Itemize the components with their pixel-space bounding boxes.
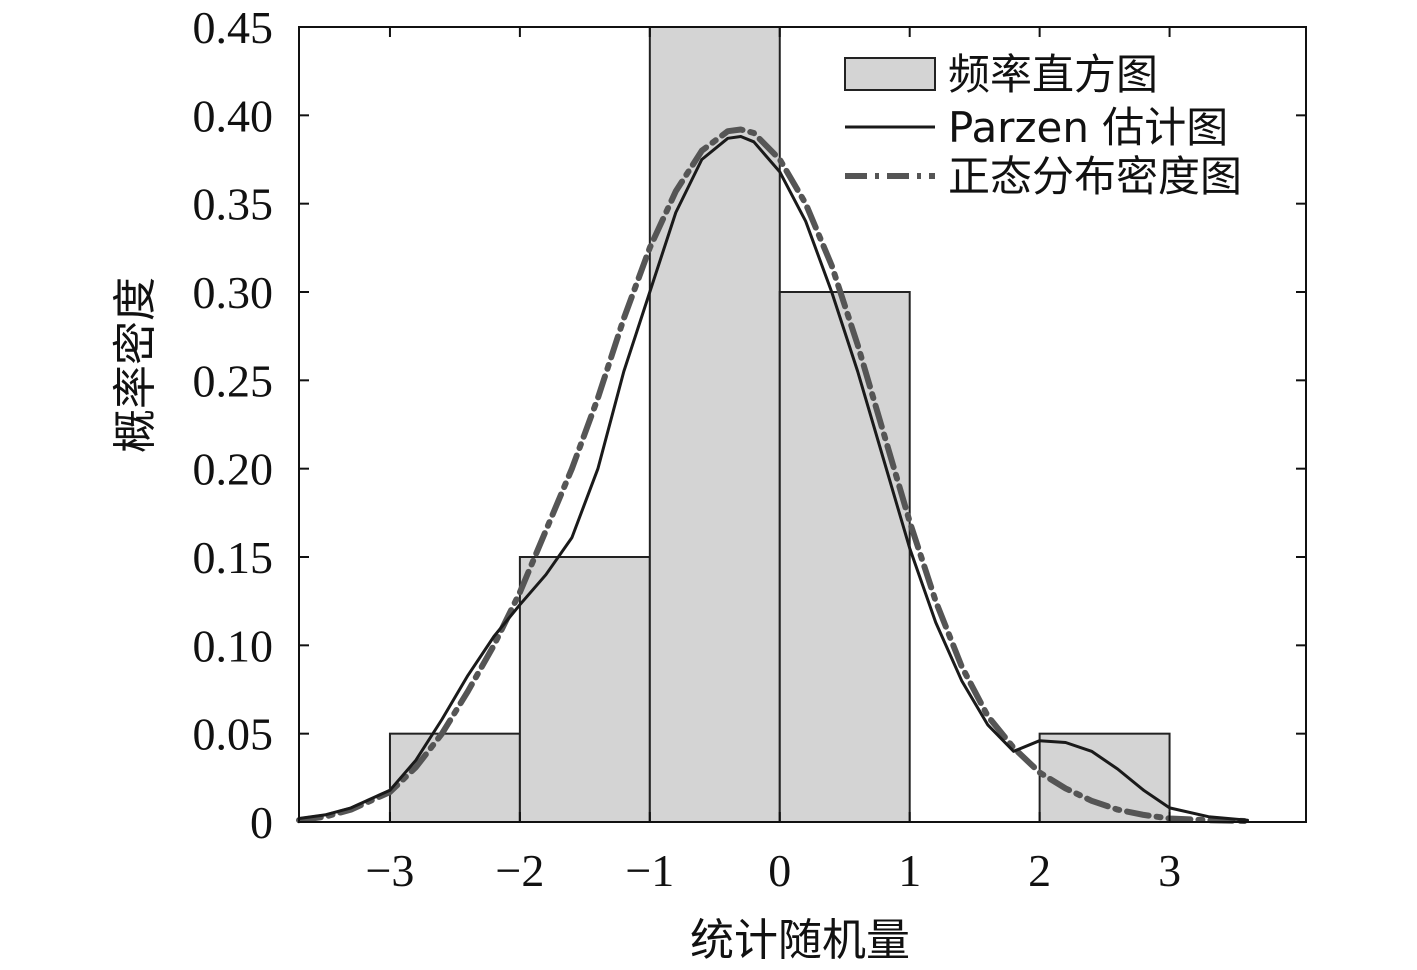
y-tick-label-2: 0.10 [193,620,274,671]
x-tick-label-6: 3 [1158,845,1181,896]
x-tick-label-3: 0 [768,845,791,896]
histogram-bar-2 [648,26,781,823]
x-tick-label-2: −1 [625,845,674,896]
histogram-bar-3 [778,291,911,823]
normal-density-curve [296,126,1251,825]
x-tick-label-1: −2 [495,845,544,896]
y-tick-label-6: 0.30 [193,267,274,318]
legend-parzen-label: Parzen 估计图 [948,103,1228,152]
y-tick-label-4: 0.20 [193,444,274,495]
histogram-bar-1 [518,556,651,823]
histogram-bar-5 [1038,732,1171,824]
y-tick-label-9: 0.45 [193,2,274,53]
axis-ticks [299,26,1306,823]
legend-histogram-swatch [844,57,936,91]
y-axis-label: 概率密度 [110,277,161,453]
legend-histogram-label: 频率直方图 [948,50,1158,99]
x-tick-label-4: 1 [898,845,921,896]
plot-frame [298,26,1307,823]
y-tick-label-7: 0.35 [193,179,274,230]
y-tick-label-8: 0.40 [193,90,274,141]
x-tick-label-0: −3 [365,845,414,896]
density-lines [296,126,1251,825]
x-axis-label: 统计随机量 [690,915,910,966]
x-tick-label-5: 2 [1028,845,1051,896]
axis-tick-labels: −3 −2 −1 0 1 2 3 0 0.05 0.10 0.15 0.20 0.25 0.30 0.35 0… [193,2,1182,896]
legend: 频率直方图 Parzen 估计图 正态分布密度图 [844,50,1242,201]
parzen-curve [297,135,1249,822]
y-tick-label-0: 0 [250,797,273,848]
y-tick-label-5: 0.25 [193,355,274,406]
y-tick-label-1: 0.05 [193,709,274,760]
y-tick-label-3: 0.15 [193,532,274,583]
legend-normal-label: 正态分布密度图 [948,152,1242,201]
histogram-bar-0 [388,732,521,824]
